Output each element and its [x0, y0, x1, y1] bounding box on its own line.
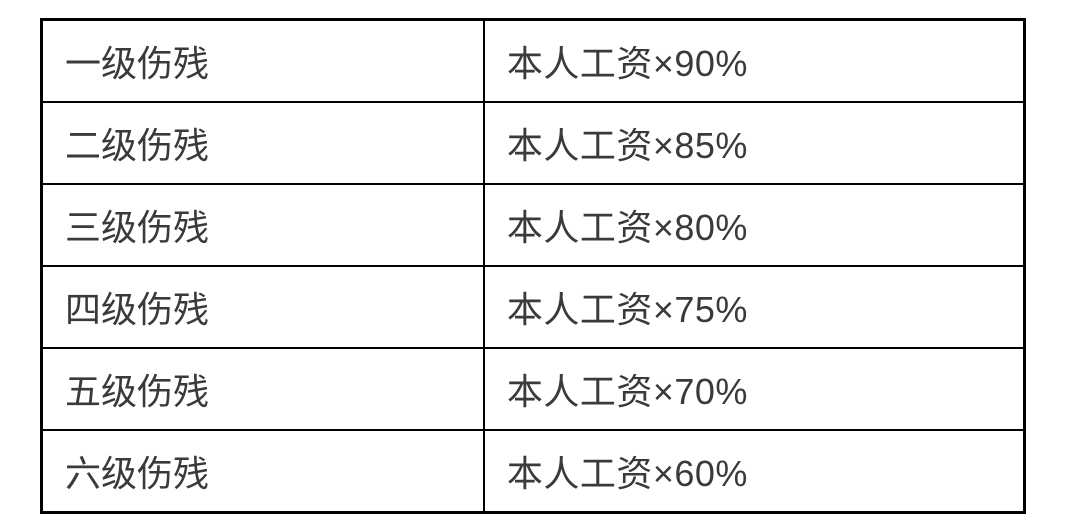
compensation-formula-cell: 本人工资×70%: [484, 348, 1025, 430]
table-row: 二级伤残 本人工资×85%: [42, 102, 1025, 184]
compensation-formula-cell: 本人工资×90%: [484, 20, 1025, 103]
compensation-formula-cell: 本人工资×80%: [484, 184, 1025, 266]
disability-level-cell: 一级伤残: [42, 20, 484, 103]
table-row: 一级伤残 本人工资×90%: [42, 20, 1025, 103]
compensation-formula-cell: 本人工资×75%: [484, 266, 1025, 348]
disability-level-cell: 三级伤残: [42, 184, 484, 266]
disability-level-cell: 二级伤残: [42, 102, 484, 184]
disability-level-cell: 六级伤残: [42, 430, 484, 513]
table-row: 六级伤残 本人工资×60%: [42, 430, 1025, 513]
disability-level-cell: 五级伤残: [42, 348, 484, 430]
table-row: 五级伤残 本人工资×70%: [42, 348, 1025, 430]
compensation-formula-cell: 本人工资×60%: [484, 430, 1025, 513]
table-row: 三级伤残 本人工资×80%: [42, 184, 1025, 266]
table-row: 四级伤残 本人工资×75%: [42, 266, 1025, 348]
disability-compensation-table: 一级伤残 本人工资×90% 二级伤残 本人工资×85% 三级伤残 本人工资×80…: [40, 18, 1026, 514]
disability-level-cell: 四级伤残: [42, 266, 484, 348]
compensation-formula-cell: 本人工资×85%: [484, 102, 1025, 184]
